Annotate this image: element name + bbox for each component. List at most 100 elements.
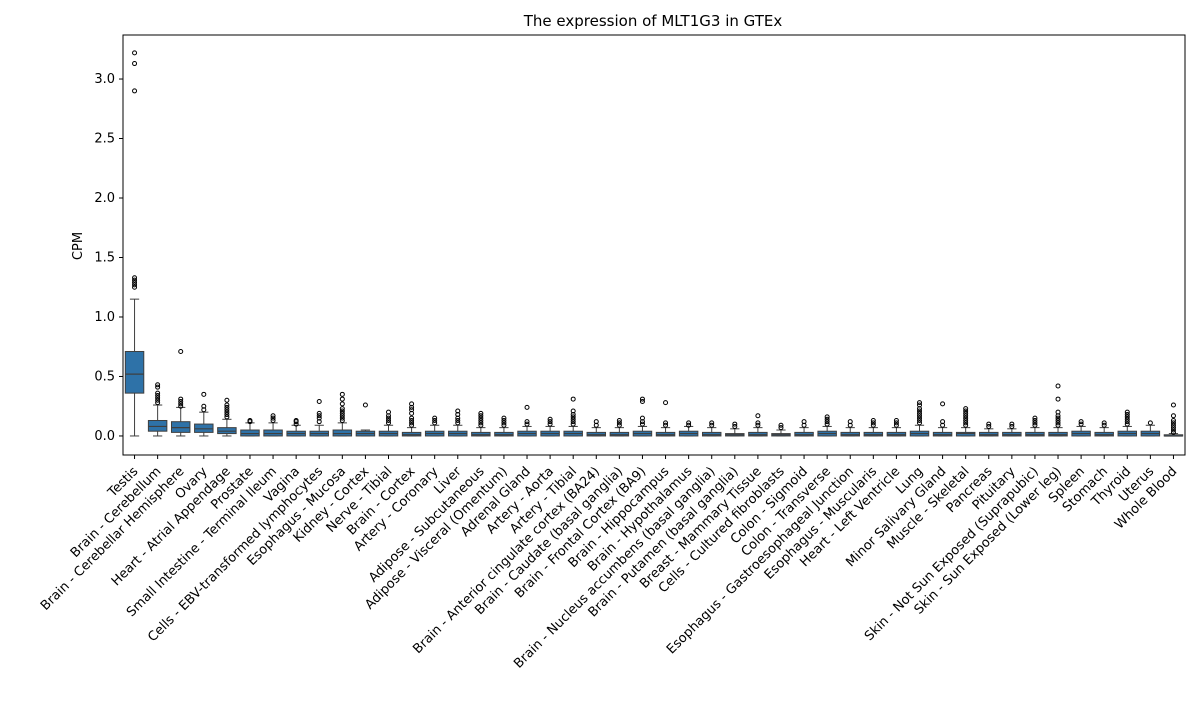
outlier-point [432, 420, 438, 426]
outlier-point [339, 401, 345, 407]
outlier-point [1055, 396, 1061, 402]
outlier-point [1032, 420, 1038, 426]
outlier-point [132, 61, 138, 67]
outlier-point [940, 419, 946, 425]
outlier-point [1170, 402, 1176, 408]
outlier-point [1124, 421, 1130, 427]
outlier-point [524, 404, 530, 410]
outlier-point [1009, 421, 1015, 427]
outlier-point [755, 413, 761, 419]
outlier-point [570, 419, 576, 425]
outlier-point [686, 420, 692, 426]
outlier-point [639, 398, 645, 404]
outlier-point [339, 413, 345, 419]
outlier-point [1170, 422, 1176, 428]
outlier-point [201, 391, 207, 397]
outlier-point [270, 413, 276, 419]
y-tick-label: 2.5 [94, 132, 115, 147]
outlier-point [409, 415, 415, 421]
outlier-point [963, 417, 969, 423]
outlier-point [1170, 420, 1176, 426]
outlier-point [547, 419, 553, 425]
outlier-point [478, 410, 484, 416]
y-axis-label: CPM [71, 232, 86, 260]
outlier-point [824, 416, 830, 422]
outlier-point [639, 421, 645, 427]
outlier-point [339, 391, 345, 397]
outlier-point [132, 279, 138, 285]
chart-title: The expression of MLT1G3 in GTEx [523, 12, 783, 30]
outlier-point [478, 417, 484, 423]
outlier-point [1078, 421, 1084, 427]
outlier-point [1055, 417, 1061, 423]
outlier-point [270, 417, 276, 423]
outlier-point [1170, 429, 1176, 435]
outlier-point [339, 417, 345, 423]
outlier-point [478, 422, 484, 428]
outlier-point [917, 400, 922, 406]
outlier-point [639, 415, 645, 421]
outlier-point [316, 413, 322, 419]
y-tick-label: 3.0 [94, 72, 115, 87]
outlier-point [709, 422, 715, 428]
outlier-point [270, 415, 276, 421]
outlier-point [893, 417, 899, 423]
y-tick-label: 1.5 [94, 250, 115, 265]
outlier-point [178, 398, 184, 404]
outlier-point [478, 420, 484, 426]
outlier-point [663, 422, 669, 428]
outlier-point [1032, 417, 1038, 423]
outlier-point [339, 415, 345, 421]
outlier-point [178, 403, 184, 409]
outlier-point [386, 420, 391, 426]
outlier-point [316, 398, 322, 404]
outlier-point [1078, 419, 1084, 425]
outlier-point [986, 421, 992, 427]
outlier-point [1170, 425, 1176, 431]
y-tick-label: 2.0 [94, 191, 115, 206]
outlier-point [1055, 415, 1061, 421]
outlier-point [986, 423, 992, 429]
outlier-point [1170, 427, 1176, 433]
outlier-point [478, 413, 484, 419]
outlier-point [963, 406, 969, 412]
outlier-point [1101, 422, 1107, 428]
outlier-point [501, 415, 507, 421]
outlier-point [570, 416, 576, 422]
outlier-point [409, 401, 415, 407]
outlier-point [824, 421, 830, 427]
outlier-point [524, 419, 530, 425]
outlier-point [778, 422, 784, 428]
outlier-point [155, 384, 161, 390]
outlier-point [1055, 422, 1061, 428]
outlier-point [455, 420, 461, 426]
outlier-point [824, 419, 830, 425]
outlier-point [201, 403, 207, 409]
outlier-point [132, 282, 138, 288]
outlier-point [616, 422, 622, 428]
outlier-point [362, 402, 368, 408]
outlier-point [917, 415, 922, 421]
outlier-point [1055, 409, 1061, 415]
outlier-point [224, 402, 230, 408]
outlier-point [155, 395, 161, 401]
outlier-point [755, 422, 761, 428]
outlier-point [224, 407, 230, 413]
outlier-point [155, 390, 161, 396]
outlier-point [178, 348, 184, 354]
outlier-point [386, 415, 391, 421]
outlier-point [155, 397, 161, 403]
outlier-point [1101, 420, 1107, 426]
outlier-point [893, 422, 899, 428]
outlier-point [339, 406, 345, 412]
outlier-point [409, 407, 415, 413]
y-tick-label: 1.0 [94, 310, 115, 325]
outlier-point [155, 400, 161, 406]
outlier-point [132, 50, 138, 56]
outlier-point [316, 410, 322, 416]
outlier-point [386, 409, 391, 415]
outlier-point [501, 422, 507, 428]
